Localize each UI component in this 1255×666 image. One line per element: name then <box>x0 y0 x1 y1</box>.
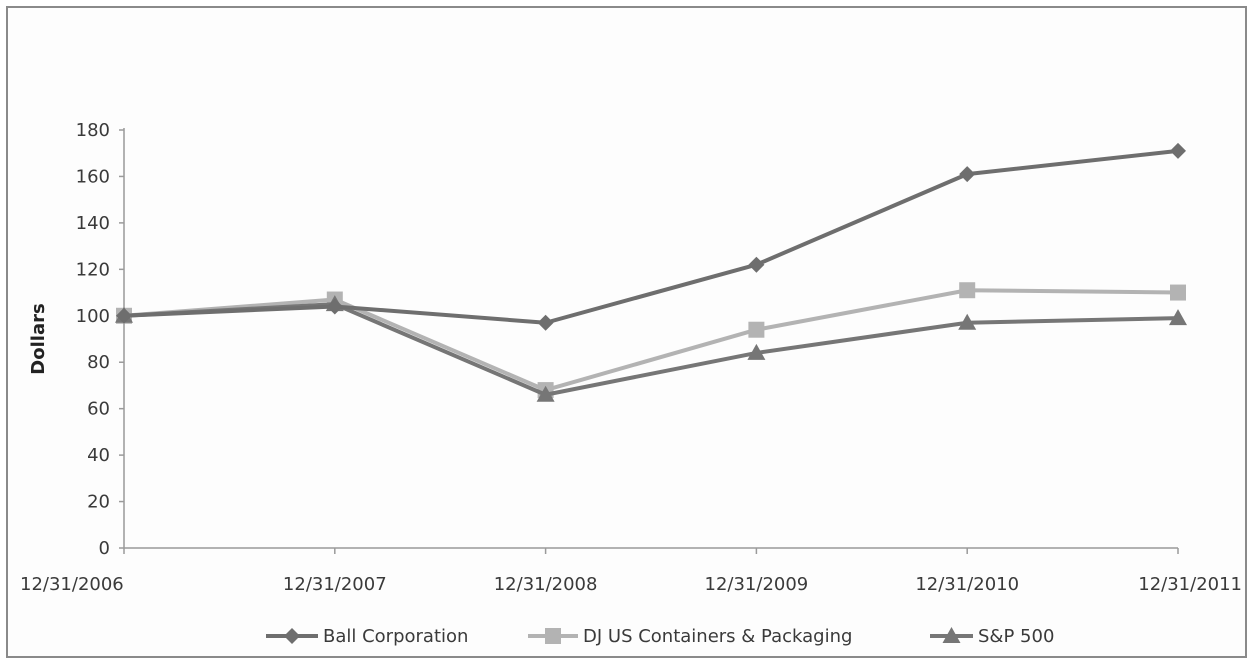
x-tick-label: 12/31/2006 <box>20 574 124 595</box>
series-0 <box>116 142 1186 331</box>
data-point <box>1170 284 1186 301</box>
legend: Ball Corporation DJ US Containers & Packa… <box>266 626 1054 647</box>
y-tick-label: 0 <box>99 538 110 559</box>
data-point <box>959 282 976 299</box>
data-point <box>1170 142 1186 159</box>
y-tick-label: 120 <box>76 259 110 280</box>
data-point <box>748 321 765 338</box>
data-point <box>537 314 554 331</box>
series-2 <box>115 295 1187 402</box>
legend-item: DJ US Containers & Packaging <box>528 626 852 647</box>
legend-marker <box>284 628 300 644</box>
series-layer <box>115 142 1187 402</box>
data-point <box>747 343 766 360</box>
legend-marker <box>545 628 561 644</box>
legend-label: S&P 500 <box>978 626 1054 647</box>
y-tick-label: 80 <box>87 352 110 373</box>
data-point <box>326 298 343 315</box>
legend-item: Ball Corporation <box>266 626 468 647</box>
legend-marker <box>942 627 961 643</box>
y-tick-label: 160 <box>76 166 110 187</box>
x-tick-label: 12/31/2011 <box>1138 574 1242 595</box>
y-tick-label: 40 <box>87 445 110 466</box>
series-line <box>123 288 1179 393</box>
data-point <box>748 256 765 273</box>
x-tick-label: 12/31/2008 <box>494 574 598 595</box>
x-tick-label: 12/31/2010 <box>915 574 1019 595</box>
axes: 0 20 40 60 80 100 120 140 160 180 12/31/2006 12/31/… <box>20 120 1242 595</box>
x-tick-label: 12/31/2009 <box>705 574 809 595</box>
series-line <box>123 302 1179 397</box>
chart-frame <box>6 6 1247 658</box>
series-line <box>123 148 1179 325</box>
y-tick-label: 180 <box>76 120 110 141</box>
data-point <box>116 307 132 324</box>
y-axis-label: Dollars <box>28 303 49 374</box>
y-tick-label: 60 <box>87 399 110 420</box>
y-tick-label: 140 <box>76 213 110 234</box>
data-point <box>958 313 977 330</box>
legend-label: Ball Corporation <box>323 626 468 647</box>
series-1 <box>116 282 1186 399</box>
y-tick-label: 20 <box>87 492 110 513</box>
legend-label: DJ US Containers & Packaging <box>583 626 852 647</box>
data-point <box>1169 309 1187 326</box>
data-point <box>959 166 976 183</box>
legend-item: S&P 500 <box>930 626 1054 647</box>
x-tick-label: 12/31/2007 <box>283 574 387 595</box>
data-point <box>536 385 555 402</box>
y-tick-label: 100 <box>76 306 110 327</box>
